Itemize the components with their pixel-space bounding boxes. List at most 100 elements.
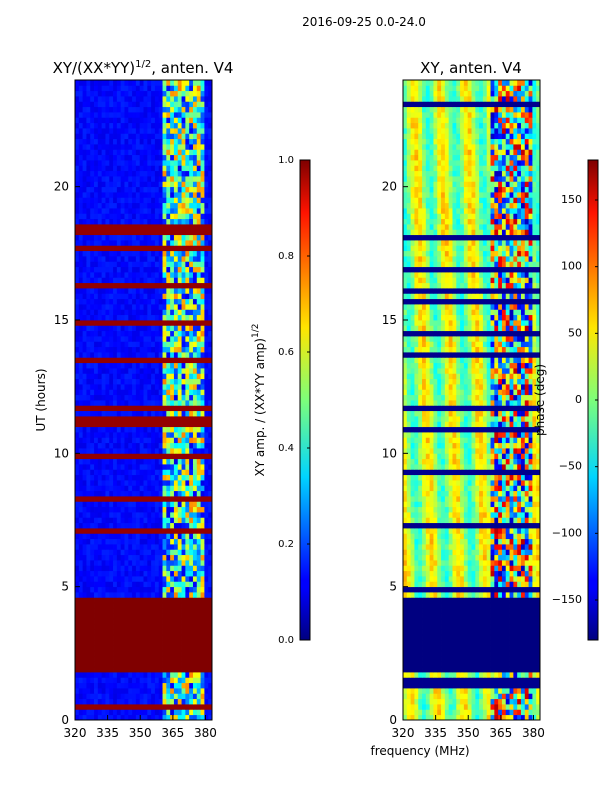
- heatmap-cell: [208, 154, 213, 161]
- heatmap-cell: [185, 613, 190, 620]
- heatmap-cell: [105, 128, 110, 134]
- heatmap-cell: [189, 416, 194, 422]
- heatmap-cell: [192, 325, 198, 332]
- heatmap-cell: [189, 160, 194, 166]
- heatmap-cell: [109, 650, 114, 657]
- heatmap-cell: [86, 384, 91, 390]
- heatmap-cell: [94, 682, 99, 689]
- heatmap-cell: [75, 565, 80, 572]
- heatmap-cell: [113, 602, 118, 609]
- heatmap-cell: [132, 336, 137, 342]
- heatmap-cell: [208, 229, 213, 236]
- heatmap-cell: [139, 309, 144, 316]
- heatmap-cell: [162, 650, 167, 657]
- heatmap-cell: [181, 469, 186, 476]
- heatmap-cell: [101, 213, 106, 220]
- heatmap-cell: [113, 362, 118, 369]
- heatmap-cell: [154, 634, 160, 641]
- heatmap-cell: [501, 709, 507, 716]
- heatmap-cell: [109, 256, 114, 262]
- heatmap-cell: [135, 437, 141, 444]
- heatmap-cell: [154, 85, 160, 92]
- heatmap-cell: [158, 448, 163, 454]
- heatmap-cell: [460, 698, 465, 705]
- heatmap-cell: [128, 378, 133, 385]
- heatmap-cell: [196, 176, 201, 182]
- heatmap-cell: [135, 629, 141, 636]
- heatmap-cell: [101, 602, 106, 609]
- heatmap-cell: [204, 570, 209, 577]
- heatmap-cell: [143, 341, 148, 348]
- heatmap-cell: [109, 122, 114, 129]
- heatmap-cell: [82, 688, 87, 694]
- heatmap-cell: [147, 698, 152, 705]
- heatmap-cell: [189, 501, 194, 508]
- heatmap-cell: [109, 629, 114, 636]
- heatmap-cell: [181, 618, 186, 625]
- heatmap-cell: [132, 229, 137, 236]
- heatmap-cell: [75, 485, 80, 492]
- heatmap-cell: [124, 288, 129, 294]
- heatmap-cell: [124, 469, 129, 476]
- heatmap-cell: [162, 192, 167, 198]
- heatmap-cell: [109, 144, 114, 150]
- heatmap-cell: [200, 506, 205, 513]
- heatmap-cell: [192, 698, 198, 705]
- heatmap-cell: [162, 560, 167, 566]
- heatmap-cell: [204, 229, 209, 236]
- heatmap-cell: [501, 698, 507, 705]
- heatmap-cell: [97, 389, 103, 396]
- heatmap-cell: [154, 90, 160, 97]
- heatmap-cell: [82, 496, 87, 502]
- heatmap-cell: [94, 693, 99, 700]
- heatmap-cell: [196, 485, 201, 492]
- heatmap-cell: [75, 282, 80, 289]
- heatmap-cell: [452, 698, 457, 705]
- heatmap-cell: [86, 608, 91, 614]
- heatmap-cell: [132, 602, 137, 609]
- heatmap-cell: [86, 138, 91, 145]
- heatmap-cell: [479, 704, 484, 710]
- heatmap-cell: [75, 154, 80, 161]
- heatmap-cell: [143, 602, 148, 609]
- heatmap-cell: [189, 336, 194, 342]
- heatmap-cell: [204, 576, 209, 582]
- heatmap-cell: [200, 629, 205, 636]
- heatmap-cell: [185, 714, 190, 721]
- heatmap-cell: [208, 597, 213, 604]
- heatmap-cell: [189, 565, 194, 572]
- heatmap-cell: [113, 570, 118, 577]
- heatmap-cell: [154, 320, 160, 326]
- heatmap-cell: [181, 154, 186, 161]
- heatmap-cell: [200, 346, 205, 353]
- heatmap-cell: [517, 698, 522, 705]
- heatmap-cell: [177, 629, 182, 636]
- heatmap-cell: [151, 320, 156, 326]
- heatmap-cell: [162, 186, 167, 193]
- heatmap-cell: [185, 645, 190, 652]
- heatmap-cell: [113, 154, 118, 161]
- heatmap-cell: [90, 405, 95, 412]
- heatmap-cell: [517, 688, 522, 694]
- heatmap-cell: [181, 410, 186, 417]
- heatmap-cell: [452, 650, 457, 657]
- heatmap-cell: [200, 661, 205, 668]
- heatmap-cell: [151, 682, 156, 689]
- heatmap-cell: [162, 634, 167, 641]
- heatmap-cell: [113, 416, 118, 422]
- heatmap-cell: [189, 432, 194, 438]
- heatmap-cell: [105, 432, 110, 438]
- heatmap-cell: [113, 656, 118, 662]
- heatmap-cell: [177, 224, 182, 230]
- heatmap-cell: [143, 469, 148, 476]
- heatmap-cell: [82, 613, 87, 620]
- heatmap-cell: [162, 629, 167, 636]
- heatmap-cell: [113, 490, 118, 497]
- heatmap-cell: [94, 672, 99, 678]
- heatmap-cell: [189, 576, 194, 582]
- heatmap-cell: [151, 85, 156, 92]
- heatmap-cell: [173, 570, 179, 577]
- heatmap-cell: [192, 570, 198, 577]
- colorbar1-axes: 0.00.20.40.60.81.0: [278, 155, 310, 646]
- heatmap-cell: [135, 122, 141, 129]
